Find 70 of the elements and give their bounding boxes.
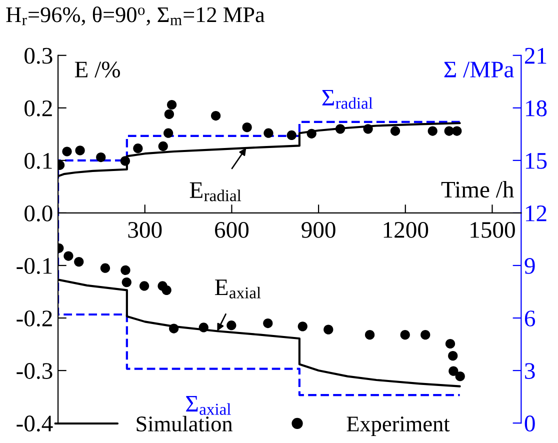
x-tick-label: 1200 bbox=[384, 222, 428, 238]
point bbox=[164, 128, 174, 138]
point bbox=[122, 277, 132, 288]
x-tick-label: 900 bbox=[302, 222, 336, 238]
y-tick-label: 0.1 bbox=[24, 152, 52, 169]
point bbox=[162, 285, 172, 295]
point bbox=[120, 156, 130, 166]
point bbox=[139, 281, 150, 291]
x-axis-title: Time /h bbox=[441, 181, 514, 198]
point bbox=[166, 100, 177, 110]
point bbox=[428, 126, 438, 136]
annotation: E$_{axial}$ bbox=[215, 280, 261, 298]
y2-tick-label: 18 bbox=[526, 100, 547, 116]
point bbox=[263, 318, 273, 328]
point bbox=[64, 251, 74, 261]
annotation: Σ$_{radial}$ bbox=[322, 90, 373, 109]
y2-axis-title: Σ /MPa bbox=[444, 62, 514, 78]
y2-tick-label: 0 bbox=[524, 416, 535, 432]
y2-tick-label: 3 bbox=[525, 363, 535, 379]
point bbox=[198, 322, 208, 332]
point bbox=[286, 130, 296, 140]
y-axis-title: E /% bbox=[74, 62, 120, 78]
point bbox=[264, 128, 274, 138]
point bbox=[133, 144, 143, 154]
point bbox=[306, 128, 316, 138]
x-tick-label: 300 bbox=[128, 222, 162, 238]
point bbox=[242, 122, 252, 132]
point bbox=[298, 322, 308, 332]
point bbox=[448, 366, 458, 376]
y2-tick-label: 9 bbox=[524, 258, 535, 274]
point bbox=[335, 124, 346, 134]
point bbox=[452, 126, 462, 136]
point bbox=[445, 338, 456, 349]
point bbox=[226, 320, 236, 330]
y2-tick-label: 6 bbox=[524, 310, 536, 326]
point bbox=[364, 330, 375, 340]
y-tick-label: -0.2 bbox=[16, 310, 52, 327]
point bbox=[324, 324, 334, 334]
point bbox=[169, 324, 179, 334]
point bbox=[390, 126, 400, 136]
x-tick-label: 1500 bbox=[470, 222, 515, 238]
annotation: E$_{radial}$ bbox=[190, 182, 242, 202]
point bbox=[420, 330, 430, 340]
y2-tick-label: 12 bbox=[526, 206, 546, 222]
legend-label: Simulation bbox=[136, 416, 232, 432]
point bbox=[158, 141, 168, 152]
point bbox=[96, 152, 106, 162]
point bbox=[120, 265, 130, 276]
y-tick-label: -0.4 bbox=[16, 416, 53, 432]
point bbox=[62, 146, 72, 156]
y2-tick-label: 21 bbox=[524, 48, 546, 64]
point bbox=[363, 124, 373, 134]
x-tick-label: 600 bbox=[215, 222, 249, 238]
y-tick-label: -0.3 bbox=[16, 363, 52, 380]
point bbox=[448, 351, 458, 361]
point bbox=[74, 256, 84, 267]
y2-tick-label: 15 bbox=[526, 153, 547, 169]
y-tick-label: -0.1 bbox=[16, 258, 52, 274]
point bbox=[164, 109, 174, 120]
point bbox=[75, 146, 85, 156]
point bbox=[100, 263, 110, 273]
legend-label: Experiment bbox=[346, 416, 450, 436]
y-tick-label: 0.3 bbox=[24, 48, 52, 64]
point bbox=[455, 372, 465, 382]
point bbox=[210, 110, 221, 121]
point bbox=[400, 330, 410, 340]
y-tick-label: 0.0 bbox=[24, 205, 52, 222]
chart-title: H$_{r}$=96%, θ=90$^{o}$, Σ$_{m}$=12 MPa bbox=[6, 6, 265, 26]
y-tick-label: 0.2 bbox=[24, 100, 52, 116]
annotation: Σ$_{axial}$ bbox=[186, 396, 231, 415]
